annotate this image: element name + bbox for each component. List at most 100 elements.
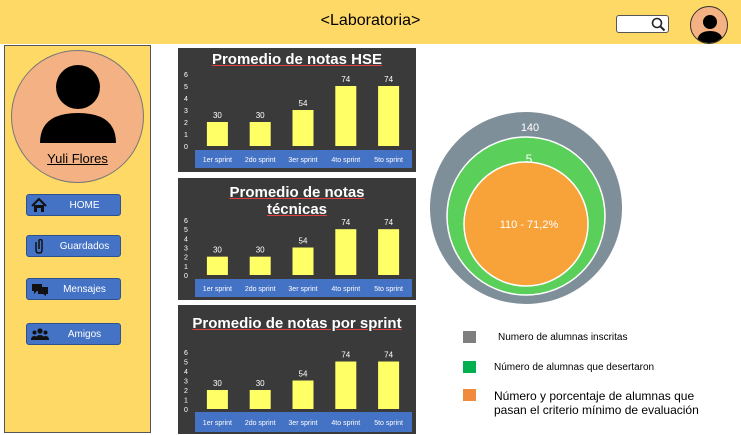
legend-swatch-desertaron (463, 361, 476, 373)
chart-tecnicas: 0 1 2 3 4 5 6 30 1er sprint 30 2do sprint 54 3er spr… (178, 178, 416, 300)
ring-aprobadas (463, 161, 589, 287)
nav-home-button[interactable]: HOME (26, 194, 121, 216)
nav-mensajes-label: Mensajes (63, 284, 106, 295)
bar-2 (249, 122, 271, 146)
bar-1 (206, 256, 228, 275)
y-tick-label: 5 (184, 84, 188, 91)
search-icon[interactable] (651, 17, 666, 32)
y-tick-label: 3 (184, 108, 188, 115)
x-tick-label: 2do sprint (245, 286, 276, 293)
chart-tecnicas-title: Promedio de notas técnicas (229, 184, 365, 218)
app-title: <Laboratoria> (320, 12, 421, 29)
y-tick-label: 3 (184, 246, 188, 253)
x-tick-label: 5to sprint (374, 286, 403, 293)
user-avatar-button[interactable] (690, 6, 728, 44)
bar-data-label: 30 (256, 246, 265, 255)
bar-3 (292, 380, 314, 409)
x-tick-label: 5to sprint (374, 157, 403, 164)
top-bar: <Laboratoria> (0, 0, 741, 44)
user-silhouette-icon (40, 65, 116, 143)
bar-data-label: 74 (384, 218, 393, 227)
bar-data-label: 74 (384, 351, 393, 360)
y-tick-label: 5 (184, 360, 188, 367)
y-tick-label: 4 (184, 236, 188, 243)
bar-4 (335, 361, 357, 409)
chart-hse-plot: 0 1 2 3 4 5 6 30 1er sprint 30 2do sprint 54 3er spr… (184, 72, 412, 168)
nav-amigos-button[interactable]: Amigos (26, 323, 121, 345)
nav-guardados-button[interactable]: Guardados (26, 235, 121, 257)
x-tick-label: 1er sprint (203, 157, 232, 164)
x-tick-label: 1er sprint (203, 286, 232, 293)
y-tick-label: 2 (184, 388, 188, 395)
x-tick-label: 4to sprint (331, 157, 360, 164)
legend-label-desertaron: Número de alumnas que desertaron (494, 362, 655, 373)
bar-data-label: 30 (213, 111, 222, 120)
nav-guardados-label: Guardados (59, 241, 110, 252)
legend-label-aprobadas: Número y porcentaje de alumnas que pasan… (494, 389, 699, 417)
bar-data-label: 30 (213, 379, 222, 388)
bar-5 (378, 86, 400, 146)
x-tick-label: 1er sprint (203, 420, 232, 427)
bar-3 (292, 110, 314, 146)
x-tick-label: 5to sprint (374, 420, 403, 427)
legend-label-inscritas: Numero de alumnas inscritas (498, 332, 628, 343)
x-tick-label: 3er sprint (288, 157, 317, 164)
x-axis-band (195, 279, 412, 297)
x-tick-label: 4to sprint (331, 286, 360, 293)
legend-swatch-aprobadas (463, 389, 476, 401)
x-tick-label: 2do sprint (245, 157, 276, 164)
bar-3 (292, 247, 314, 275)
bar-1 (206, 122, 228, 146)
y-tick-label: 2 (184, 255, 188, 262)
x-tick-label: 2do sprint (245, 420, 276, 427)
x-tick-label: 3er sprint (288, 420, 317, 427)
y-tick-label: 1 (184, 132, 188, 139)
y-tick-label: 4 (184, 96, 188, 103)
sidebar: Yuli Flores HOME Guardados Mensajes (4, 45, 151, 433)
ring-aprobadas-label: 110 - 71,2% (500, 219, 559, 231)
legend-swatch-inscritas (463, 331, 476, 343)
bar-data-label: 54 (299, 370, 308, 379)
students-nested-circle-chart: 140 5 110 - 71,2% (430, 112, 622, 304)
chat-bubbles-icon (32, 284, 48, 296)
y-tick-label: 1 (184, 398, 188, 405)
bar-2 (249, 390, 271, 409)
y-tick-label: 2 (184, 120, 188, 127)
people-icon (31, 328, 49, 340)
paperclip-icon (35, 239, 43, 254)
y-tick-label: 4 (184, 369, 188, 376)
search-input[interactable] (616, 15, 669, 33)
chart-tecnicas-plot: 0 1 2 3 4 5 6 30 1er sprint 30 2do sprint 54 3er spr… (184, 218, 412, 297)
y-tick-label: 0 (184, 273, 188, 280)
bar-data-label: 74 (341, 351, 350, 360)
x-axis-band (195, 412, 412, 432)
home-icon (31, 198, 47, 212)
x-axis-band (195, 150, 412, 168)
chart-hse-title: Promedio de notas HSE (211, 51, 383, 68)
nav-mensajes-button[interactable]: Mensajes (26, 278, 121, 300)
nav-amigos-label: Amigos (67, 329, 102, 340)
bar-1 (206, 390, 228, 409)
bar-data-label: 54 (299, 99, 308, 108)
bar-data-label: 74 (384, 75, 393, 84)
y-tick-label: 6 (184, 72, 188, 79)
ring-inscritas-label: 140 (521, 122, 539, 134)
bar-data-label: 54 (299, 237, 308, 246)
y-tick-label: 6 (184, 350, 188, 357)
user-avatar-icon (697, 15, 723, 43)
bar-2 (249, 256, 271, 275)
y-tick-label: 0 (184, 144, 188, 151)
bar-5 (378, 361, 400, 409)
y-tick-label: 1 (184, 264, 188, 271)
nav-home-label: HOME (69, 200, 100, 211)
chart-sprint-title: Promedio de notas por sprint (192, 315, 402, 332)
chart-sprint-plot: 0 1 2 3 4 5 6 30 1er sprint 30 2do sprint 54 3er spr… (184, 350, 412, 432)
chart-sprint: 0 1 2 3 4 5 6 30 1er sprint 30 2do sprint 54 3er spr… (178, 305, 416, 434)
bar-4 (335, 229, 357, 275)
bar-4 (335, 86, 357, 146)
bar-data-label: 30 (213, 246, 222, 255)
profile-avatar: Yuli Flores (11, 50, 144, 183)
profile-name[interactable]: Yuli Flores (47, 151, 108, 166)
x-tick-label: 4to sprint (331, 420, 360, 427)
bar-data-label: 74 (341, 218, 350, 227)
